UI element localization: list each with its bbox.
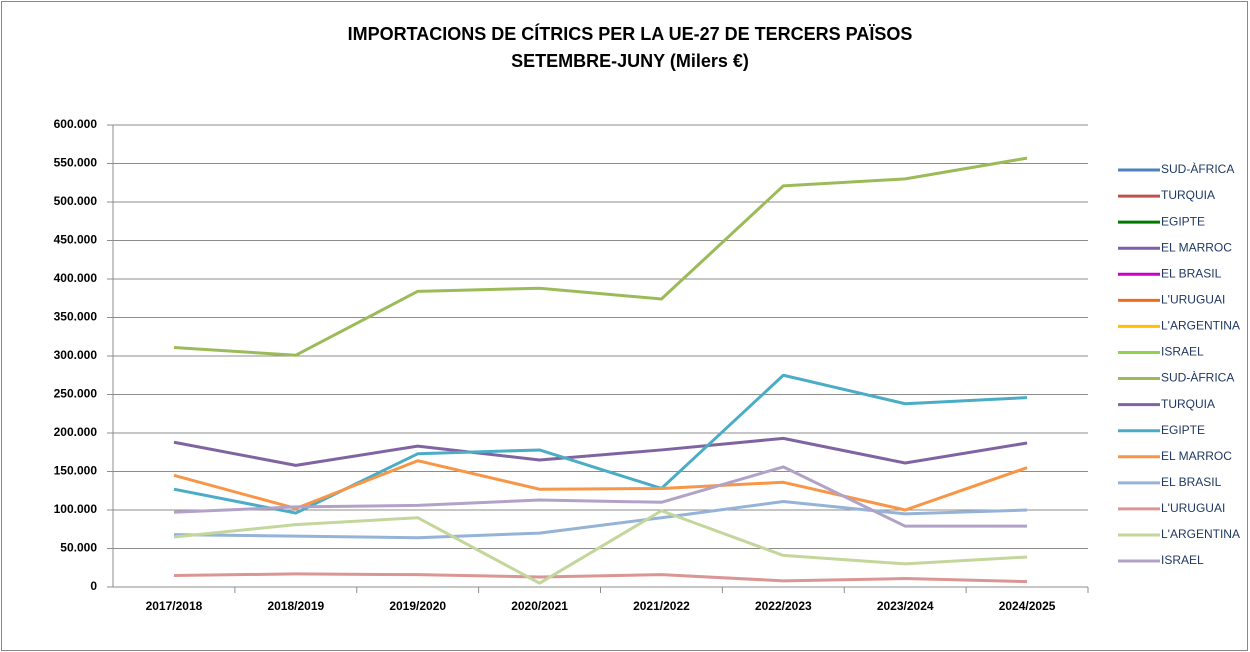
y-tick-label: 400.000	[54, 271, 98, 285]
series-line	[173, 572, 1028, 584]
legend-label: L'URUGUAI	[1161, 293, 1225, 307]
y-tick-label: 0	[90, 579, 97, 593]
legend-label: SUD-ÀFRICA	[1161, 161, 1234, 176]
x-tick-label: 2023/2024	[877, 599, 934, 613]
legend-label: EL MARROC	[1161, 240, 1232, 254]
y-tick-label: 150.000	[54, 464, 98, 478]
legend-label: L'ARGENTINA	[1161, 527, 1240, 541]
y-tick-label: 250.000	[54, 387, 98, 401]
x-tick-label: 2017/2018	[146, 599, 203, 613]
y-tick-label: 100.000	[54, 502, 98, 516]
chart-title: IMPORTACIONS DE CÍTRICS PER LA UE-27 DE …	[348, 23, 913, 44]
series-line	[173, 436, 1028, 467]
series-line	[173, 500, 1028, 540]
legend-label: TURQUIA	[1161, 188, 1215, 202]
y-tick-label: 600.000	[54, 117, 98, 131]
legend-label: EL BRASIL	[1161, 266, 1222, 280]
x-tick-label: 2019/2020	[389, 599, 446, 613]
series-line	[173, 509, 1028, 585]
legend-label: L'URUGUAI	[1161, 501, 1225, 515]
legend-label: EGIPTE	[1161, 423, 1205, 437]
y-tick-label: 200.000	[54, 425, 98, 439]
legend-label: EL MARROC	[1161, 449, 1232, 463]
x-tick-label: 2022/2023	[755, 599, 812, 613]
legend-label: L'ARGENTINA	[1161, 319, 1240, 333]
x-tick-label: 2024/2025	[999, 599, 1056, 613]
legend-label: SUD-ÀFRICA	[1161, 370, 1234, 385]
y-tick-label: 300.000	[54, 348, 98, 362]
legend-label: EGIPTE	[1161, 214, 1205, 228]
series-line	[173, 156, 1028, 357]
series-line	[173, 373, 1028, 515]
series-line	[173, 465, 1028, 528]
legend-label: TURQUIA	[1161, 397, 1215, 411]
chart-subtitle: SETEMBRE-JUNY (Milers €)	[511, 51, 749, 71]
x-tick-label: 2020/2021	[511, 599, 568, 613]
legend-label: ISRAEL	[1161, 345, 1204, 359]
legend-label: ISRAEL	[1161, 553, 1204, 567]
y-tick-label: 50.000	[60, 541, 97, 555]
legend-label: EL BRASIL	[1161, 475, 1222, 489]
y-tick-label: 550.000	[54, 156, 98, 170]
x-tick-label: 2021/2022	[633, 599, 690, 613]
y-tick-label: 350.000	[54, 310, 98, 324]
x-tick-label: 2018/2019	[267, 599, 324, 613]
series-line	[173, 459, 1028, 512]
y-tick-label: 500.000	[54, 194, 98, 208]
y-tick-label: 450.000	[54, 233, 98, 247]
